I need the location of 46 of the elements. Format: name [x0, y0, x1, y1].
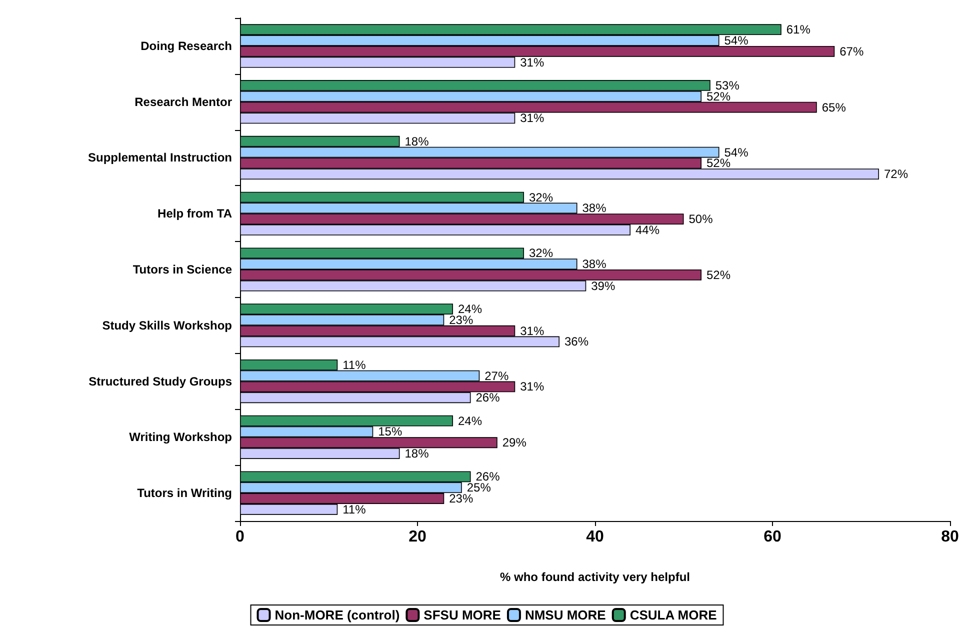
data-label: 31%: [520, 324, 544, 338]
data-label: 18%: [404, 134, 430, 148]
data-label: 18%: [404, 446, 430, 461]
x-tick-label: 0: [236, 528, 245, 546]
data-label: 24%: [458, 414, 482, 428]
x-axis-title: % who found activity very helpful: [500, 570, 690, 584]
data-label: 36%: [564, 334, 589, 349]
data-label: 61%: [786, 22, 811, 37]
data-label: 52%: [706, 268, 731, 282]
data-label: 67%: [840, 44, 864, 58]
data-label: 15%: [378, 424, 402, 439]
x-tick-label: 40: [586, 528, 604, 546]
data-label: 32%: [529, 190, 554, 204]
x-tick-label: 80: [941, 528, 959, 546]
data-label: 11%: [342, 358, 366, 372]
y-tick-label: Help from TA: [158, 206, 232, 221]
legend-label: NMSU MORE: [524, 608, 606, 622]
data-label: 38%: [582, 257, 607, 272]
legend-label: CSULA MORE: [630, 608, 718, 622]
legend-label: SFSU MORE: [424, 608, 502, 622]
y-tick-label: Writing Workshop: [129, 430, 232, 444]
y-tick-label: Structured Study Groups: [88, 374, 232, 388]
y-tick-label: Supplemental Instruction: [88, 150, 232, 165]
y-tick-label: Doing Research: [140, 38, 232, 53]
y-tick-label: Research Mentor: [134, 94, 232, 109]
data-label: 72%: [884, 167, 908, 182]
data-label: 38%: [582, 201, 607, 216]
data-label: 11%: [342, 502, 366, 516]
data-label: 54%: [724, 33, 749, 48]
x-tick-label: 60: [764, 528, 782, 546]
data-label: 31%: [520, 111, 544, 126]
data-label: 27%: [484, 368, 509, 383]
data-label: 65%: [822, 100, 846, 114]
data-label: 31%: [520, 380, 544, 394]
data-label: 39%: [591, 278, 616, 293]
data-label: 32%: [529, 246, 554, 260]
y-tick-label: Tutors in Writing: [137, 486, 232, 500]
legend-label: Non-MORE (control): [274, 608, 400, 622]
y-tick-label: Tutors in Science: [132, 262, 232, 276]
data-label: 31%: [520, 55, 544, 70]
data-label: 44%: [636, 222, 660, 237]
data-label: 50%: [688, 212, 714, 226]
y-tick-label: Study Skills Workshop: [102, 318, 232, 332]
data-label: 29%: [502, 436, 527, 450]
data-label: 26%: [476, 390, 500, 405]
x-tick-label: 20: [408, 528, 426, 546]
